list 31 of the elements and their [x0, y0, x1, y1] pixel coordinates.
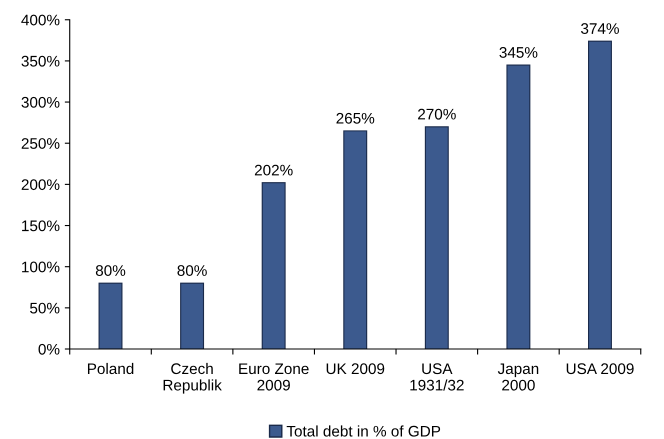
legend-label: Total debt in % of GDP [286, 425, 440, 437]
y-tick-label: 150% [22, 220, 60, 232]
bar [262, 182, 286, 350]
y-tick-label: 100% [22, 262, 60, 272]
y-tick-label: 200% [22, 179, 60, 190]
bar [180, 282, 204, 350]
data-label: 270% [418, 108, 456, 120]
bar [588, 40, 612, 350]
bar [98, 282, 122, 350]
x-tick-label: USA 1931/32 [410, 363, 464, 391]
x-tick-label: UK 2009 [326, 363, 384, 374]
x-tick-label: Japan 2000 [498, 363, 538, 391]
bar [424, 126, 449, 350]
data-label: 202% [254, 164, 293, 176]
data-label: 345% [499, 47, 538, 58]
y-tick-label: 400% [21, 14, 60, 26]
y-tick-label: 250% [22, 138, 60, 149]
x-tick-label: Czech Republik [164, 362, 222, 394]
data-label: 80% [96, 265, 126, 276]
data-label: 265% [336, 112, 374, 124]
y-tick-label: 0% [38, 344, 60, 355]
x-tick-label: Poland [88, 362, 134, 374]
bar [506, 64, 530, 350]
y-tick-label: 350% [22, 56, 60, 67]
data-label: 374% [581, 23, 619, 34]
x-tick-label: Euro Zone 2009 [239, 363, 309, 391]
data-label: 80% [177, 265, 207, 276]
y-tick-label: 300% [22, 96, 60, 108]
y-tick-label: 50% [30, 302, 60, 314]
x-tick-label: USA 2009 [566, 363, 634, 374]
bar [343, 130, 368, 350]
